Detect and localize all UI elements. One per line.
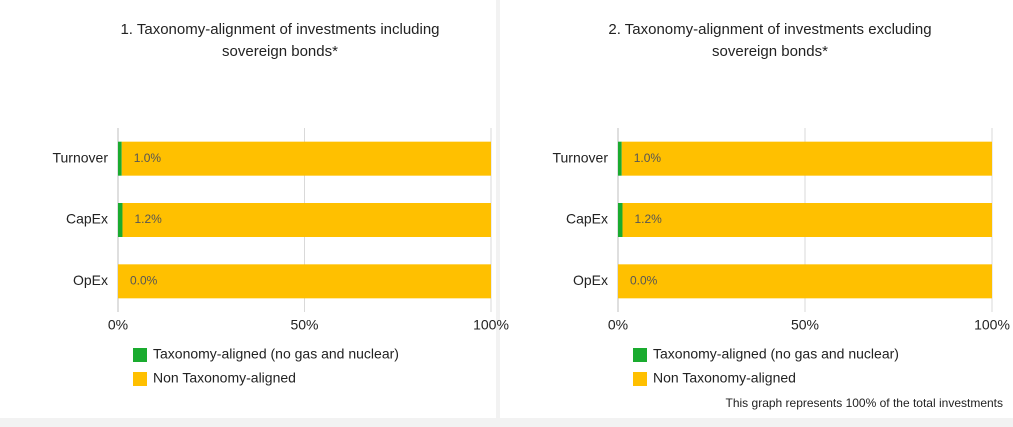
- chart-title: sovereign bonds*: [222, 43, 338, 60]
- bar: [618, 264, 992, 299]
- legend-label: Taxonomy-aligned (no gas and nuclear): [153, 346, 399, 362]
- bar: [121, 141, 491, 176]
- bar: [118, 141, 122, 176]
- y-tick-label: Turnover: [52, 149, 108, 165]
- x-tick-label: 100%: [974, 317, 1010, 333]
- bar: [618, 203, 623, 237]
- x-tick-label: 50%: [791, 317, 819, 333]
- legend-label: Taxonomy-aligned (no gas and nuclear): [653, 346, 899, 362]
- bar: [118, 203, 123, 237]
- y-tick-label: CapEx: [566, 211, 608, 227]
- data-label: 1.0%: [634, 151, 662, 165]
- data-label: 1.2%: [134, 212, 162, 226]
- x-tick-label: 0%: [108, 317, 128, 333]
- x-tick-label: 100%: [473, 317, 509, 333]
- y-tick-label: CapEx: [66, 211, 108, 227]
- data-label: 1.2%: [634, 212, 662, 226]
- x-tick-label: 50%: [290, 317, 318, 333]
- bar: [622, 203, 992, 237]
- chart-title: 2. Taxonomy-alignment of investments exc…: [608, 21, 931, 38]
- legend-label: Non Taxonomy-aligned: [653, 370, 796, 386]
- annotation: This graph represents 100% of the total …: [726, 396, 1003, 410]
- y-tick-label: OpEx: [573, 272, 608, 288]
- legend-swatch: [633, 348, 647, 362]
- chart-title: sovereign bonds*: [712, 43, 828, 60]
- legend-swatch: [133, 348, 147, 362]
- x-tick-label: 0%: [608, 317, 628, 333]
- data-label: 1.0%: [134, 151, 162, 165]
- legend-swatch: [133, 372, 147, 386]
- y-tick-label: OpEx: [73, 272, 108, 288]
- y-tick-label: Turnover: [552, 149, 608, 165]
- bar: [621, 141, 992, 176]
- bar: [118, 264, 491, 299]
- data-label: 0.0%: [630, 274, 658, 288]
- bar: [122, 203, 491, 237]
- chart-title: 1. Taxonomy-alignment of investments inc…: [120, 21, 439, 38]
- legend-swatch: [633, 372, 647, 386]
- legend-label: Non Taxonomy-aligned: [153, 370, 296, 386]
- data-label: 0.0%: [130, 274, 158, 288]
- bar: [618, 141, 622, 176]
